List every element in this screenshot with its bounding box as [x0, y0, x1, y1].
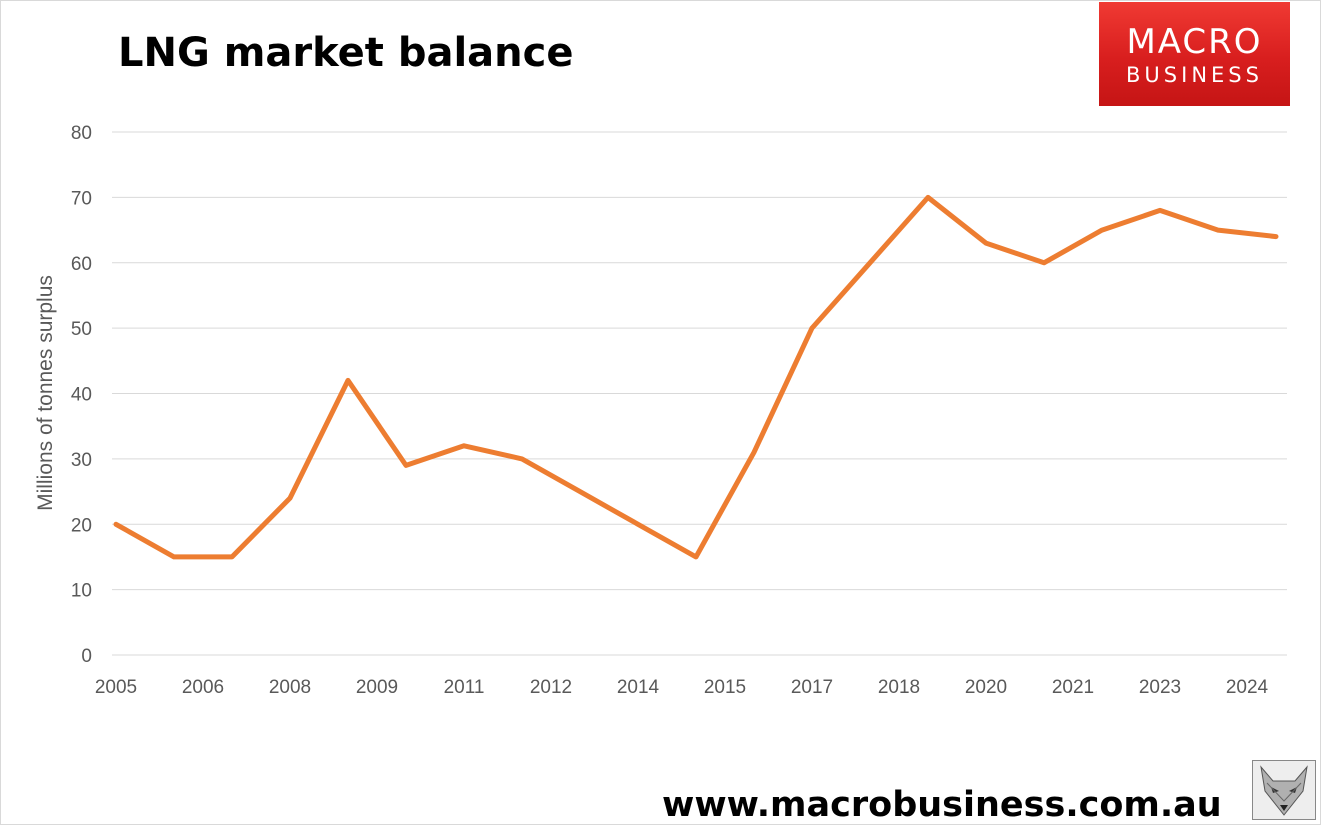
- x-tick-label: 2017: [791, 677, 833, 698]
- x-tick-label: 2012: [530, 677, 572, 698]
- x-tick-labels: 2005 2006 2008 2009 2011 2012 2014 2015 2017 2018…: [95, 677, 1269, 698]
- y-tick-label: 20: [71, 515, 92, 536]
- y-tick-labels: 0 10 20 30 40 50 60 70 80: [71, 123, 92, 667]
- logo-line-1: MACRO: [1126, 22, 1263, 62]
- gridlines: [112, 131, 1287, 656]
- x-tick-label: 2014: [617, 677, 660, 698]
- x-tick-label: 2020: [965, 677, 1007, 698]
- x-tick-label: 2023: [1139, 677, 1181, 698]
- x-tick-label: 2021: [1052, 677, 1094, 698]
- y-tick-label: 10: [71, 581, 92, 602]
- fox-logo-icon: [1252, 760, 1316, 820]
- x-tick-label: 2005: [95, 677, 137, 698]
- logo-line-2: BUSINESS: [1126, 63, 1263, 87]
- website-url[interactable]: www.macrobusiness.com.au: [662, 785, 1222, 825]
- chart-title: LNG market balance: [118, 30, 574, 76]
- y-tick-label: 60: [71, 254, 92, 275]
- x-tick-label: 2008: [269, 677, 311, 698]
- x-tick-label: 2009: [356, 677, 398, 698]
- x-tick-label: 2011: [444, 677, 485, 698]
- x-tick-label: 2024: [1226, 677, 1269, 698]
- y-tick-label: 50: [71, 319, 92, 340]
- y-tick-label: 40: [71, 385, 92, 406]
- y-axis-label: Millions of tonnes surplus: [34, 275, 57, 511]
- y-tick-label: 70: [71, 188, 92, 209]
- y-tick-label: 30: [71, 450, 92, 471]
- y-tick-label: 0: [81, 646, 92, 667]
- series-group: [113, 194, 1279, 560]
- x-tick-label: 2006: [182, 677, 224, 698]
- macrobusiness-logo: MACRO BUSINESS: [1099, 2, 1290, 106]
- y-tick-label: 80: [71, 123, 92, 144]
- x-tick-label: 2015: [704, 677, 746, 698]
- x-tick-label: 2018: [878, 677, 920, 698]
- series-line: [113, 194, 1279, 560]
